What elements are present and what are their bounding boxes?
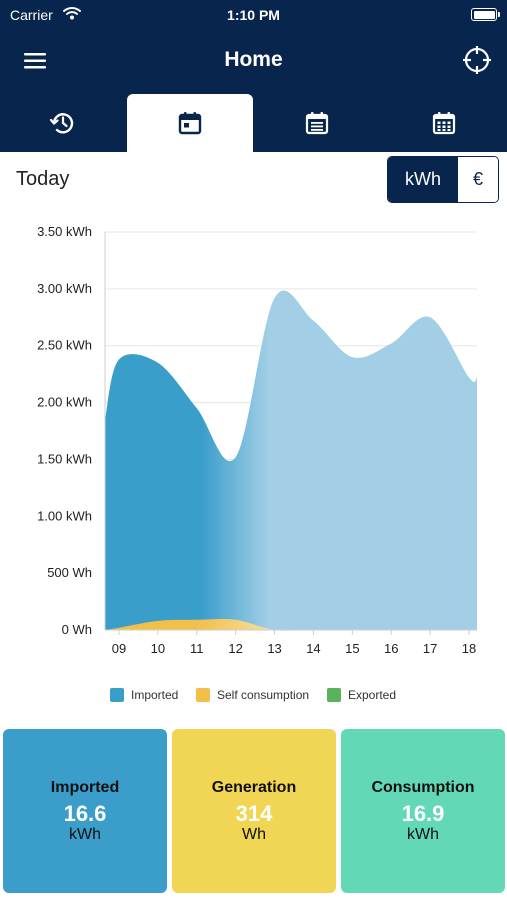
tab-week[interactable]: [254, 94, 380, 152]
legend-item-exported: Exported: [327, 687, 396, 703]
card-imported[interactable]: Imported 16.6 kWh: [3, 729, 167, 893]
card-imported-value: 16.6: [63, 801, 107, 826]
x-tick-label: 09: [112, 641, 126, 656]
energy-chart: 0 Wh 500 Wh 1.00 kWh 1.50 kWh 2.00 kWh 2.50 k…: [0, 212, 507, 722]
card-imported-label: Imported: [50, 779, 120, 796]
card-imported-unit: kWh: [69, 826, 101, 843]
clock-icon: [49, 113, 74, 134]
card-generation-value: 314: [235, 801, 273, 826]
x-tick-label: 15: [345, 641, 359, 656]
y-tick-label: 3.50 kWh: [37, 224, 92, 239]
legend-item-self-consumption: Self consumption: [196, 687, 309, 703]
legend-item-imported: Imported: [110, 687, 178, 703]
period-label: Today: [16, 168, 70, 190]
page-title: Home: [224, 48, 283, 71]
card-consumption-label: Consumption: [371, 779, 475, 796]
x-tick-label: 13: [267, 641, 281, 656]
card-generation-label: Generation: [211, 779, 297, 796]
y-tick-label: 2.00 kWh: [37, 395, 92, 410]
clock-time: 1:10 PM: [227, 7, 280, 23]
x-tick-label: 11: [190, 641, 204, 656]
tab-month[interactable]: [381, 94, 507, 152]
legend-label-exported: Exported: [348, 688, 397, 702]
x-tick-label: 10: [151, 641, 165, 656]
y-tick-label: 0 Wh: [62, 622, 92, 637]
card-consumption-value: 16.9: [401, 801, 445, 826]
battery-icon: [471, 8, 500, 21]
legend-swatch-imported: [110, 688, 124, 702]
series-area-imported: [105, 290, 477, 630]
chart-legend: Imported Self consumption Exported: [0, 687, 507, 707]
legend-label-imported: Imported: [131, 688, 179, 702]
tab-day[interactable]: [127, 94, 253, 152]
calendar-day-icon: [178, 112, 202, 135]
period-header: Today kWh €: [0, 152, 507, 212]
x-tick-label: 17: [423, 641, 437, 656]
y-tick-label: 2.50 kWh: [37, 338, 92, 353]
period-tabs: [0, 94, 507, 152]
crosshair-icon[interactable]: [461, 44, 493, 76]
y-tick-label: 500 Wh: [47, 565, 92, 580]
energy-area-chart: 0 Wh 500 Wh 1.00 kWh 1.50 kWh 2.00 kWh 2.50 k…: [37, 224, 477, 656]
x-tick-label: 18: [462, 641, 476, 656]
hamburger-menu-icon[interactable]: [18, 46, 52, 76]
summary-cards: Imported 16.6 kWh Generation 314 Wh Cons…: [0, 729, 507, 894]
calendar-list-icon: [305, 112, 329, 135]
x-tick-label: 12: [228, 641, 242, 656]
wifi-icon: [63, 6, 81, 23]
card-consumption[interactable]: Consumption 16.9 kWh: [341, 729, 505, 893]
y-tick-label: 1.00 kWh: [37, 508, 92, 523]
legend-swatch-exported: [327, 688, 341, 702]
tab-live[interactable]: [0, 94, 126, 152]
carrier-label: Carrier: [10, 7, 53, 23]
card-generation-unit: Wh: [242, 826, 266, 843]
card-generation[interactable]: Generation 314 Wh: [172, 729, 336, 893]
unit-toggle[interactable]: kWh €: [387, 156, 499, 203]
card-consumption-unit: kWh: [407, 826, 439, 843]
x-tick-label: 14: [306, 641, 320, 656]
unit-option-euro[interactable]: €: [458, 157, 498, 202]
legend-label-self-consumption: Self consumption: [217, 688, 310, 702]
x-tick-label: 16: [384, 641, 398, 656]
series-area-self-consumption: [105, 618, 477, 631]
navigation-bar: Home: [0, 30, 507, 94]
legend-swatch-self-consumption: [196, 688, 210, 702]
y-tick-label: 1.50 kWh: [37, 451, 92, 466]
y-tick-label: 3.00 kWh: [37, 281, 92, 296]
status-bar: Carrier 1:10 PM: [0, 0, 507, 30]
calendar-grid-icon: [432, 112, 456, 135]
unit-option-kwh[interactable]: kWh: [388, 157, 458, 202]
